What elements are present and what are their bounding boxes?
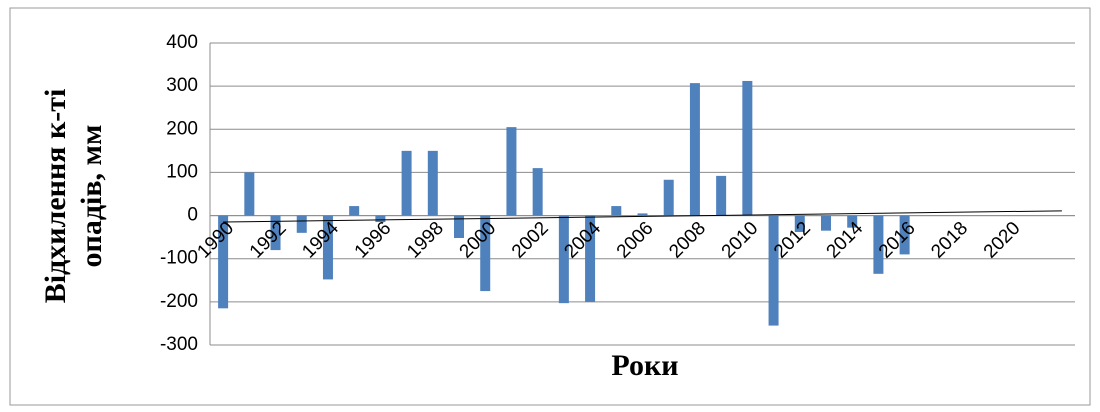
y-axis-title-line: Відхилення к-ті [39,89,72,304]
y-tick-label: -100 [160,248,198,269]
bar [506,127,517,216]
bar [899,215,910,255]
y-tick-label: -200 [160,291,198,312]
trendline [223,210,1062,223]
bar [873,215,884,274]
bar [218,215,229,309]
bar [637,213,648,216]
bar [742,80,753,216]
bar [322,215,333,280]
y-tick-label: 400 [166,32,198,53]
x-axis-title: Роки [611,349,678,382]
y-tick-label: -300 [160,334,198,355]
bar [847,215,858,228]
bar [820,215,831,231]
bar [480,215,491,292]
bar [716,175,727,216]
bar [558,215,569,304]
y-axis-title: Відхилення к-ті опадів, мм [39,89,108,304]
bar [401,150,412,216]
bar [349,206,360,216]
y-tick-label: 300 [166,75,198,96]
chart-frame [9,7,1091,406]
bar [794,215,805,232]
bar [611,206,622,216]
bar [375,215,386,223]
bar [663,179,674,216]
bar [427,150,438,216]
bar [244,172,255,216]
bar [689,83,700,216]
y-axis-title-line: опадів, мм [75,125,108,268]
y-tick-label: 200 [166,118,198,139]
bar [454,215,465,239]
y-tick-label: 100 [166,161,198,182]
bar [585,215,596,302]
bar [532,168,543,216]
y-tick-label: 0 [187,205,198,226]
bar [768,215,779,326]
bar [296,215,307,233]
bar [270,215,281,251]
